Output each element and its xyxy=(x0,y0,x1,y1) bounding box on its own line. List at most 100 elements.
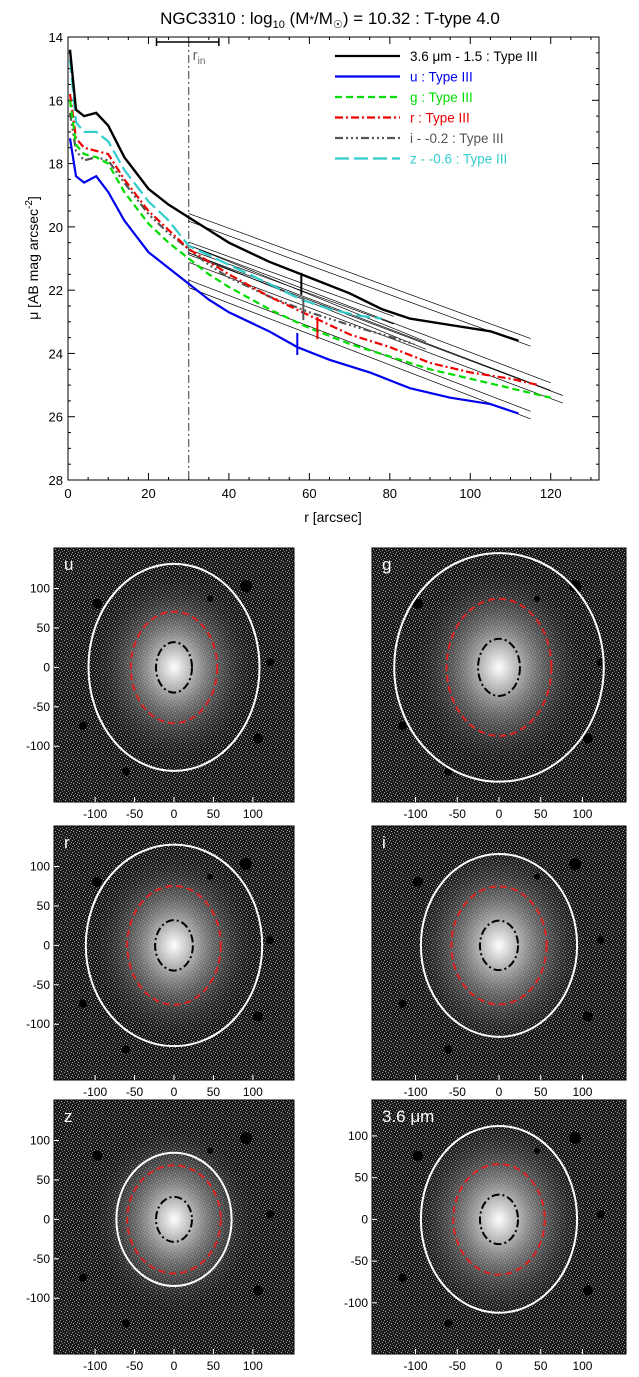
panel-x-tick-label: -50 xyxy=(449,807,467,821)
panel-x-tick-label: -100 xyxy=(404,807,428,821)
x-tick-label: 20 xyxy=(141,486,155,501)
series-lines xyxy=(68,49,551,415)
panel-x-tick-label: 0 xyxy=(496,807,503,821)
image-panels: u -100 -50 0 50 100 100 50 0 -50 -100 g -100 -50 0 50 10… xyxy=(26,547,627,1373)
panel-x-tick-label: 50 xyxy=(534,1359,548,1373)
panel-y-tick-label: -100 xyxy=(344,1296,368,1310)
masked-source xyxy=(412,1150,423,1161)
masked-source xyxy=(253,733,263,744)
masked-source xyxy=(444,1045,453,1054)
masked-source xyxy=(582,1011,593,1022)
core-ellipse xyxy=(155,641,193,694)
masked-source xyxy=(122,767,130,776)
panel-y-tick-label: -50 xyxy=(33,700,51,714)
masked-source xyxy=(207,1147,213,1154)
masked-source xyxy=(266,658,274,667)
panel-y-tick-label: 100 xyxy=(30,582,50,596)
fit-line xyxy=(188,252,551,391)
masked-source xyxy=(412,598,423,609)
legend-label-i: i - -0.2 : Type III xyxy=(410,131,504,146)
image-panel: z -100 -50 0 50 100 100 50 0 -50 -100 xyxy=(26,1099,295,1373)
panel-x-tick-label: 0 xyxy=(496,1359,503,1373)
inner-ellipse xyxy=(126,1164,222,1275)
masked-source xyxy=(569,580,582,593)
chart-title: NGC3310 : log10 (M*/M☉) = 10.32 : T-type… xyxy=(160,9,500,31)
y-axis-label: μ [AB mag arcsec-2] xyxy=(24,196,41,320)
panel-x-tick-label: -50 xyxy=(126,807,144,821)
panel-y-tick-label: 0 xyxy=(43,660,50,674)
panel-y-tick-label: 100 xyxy=(30,1134,50,1148)
panel-x-tick-label: 0 xyxy=(496,1085,503,1099)
x-tick-label: 0 xyxy=(64,486,71,501)
galaxy-glow xyxy=(412,567,586,768)
masked-source xyxy=(534,873,541,880)
masked-source xyxy=(444,1319,453,1328)
panel-y-tick-label: 100 xyxy=(30,860,50,874)
panel-label: r xyxy=(64,833,70,852)
masked-source xyxy=(412,876,423,887)
masked-source xyxy=(78,1273,87,1282)
rin-label-main: r xyxy=(193,47,198,64)
break-markers xyxy=(296,272,319,355)
panel-y-tick-label: 0 xyxy=(361,1212,368,1226)
panel-x-tick-label: -100 xyxy=(404,1359,428,1373)
series-line-i xyxy=(68,112,415,345)
panel-y-tick-label: -100 xyxy=(26,739,50,753)
y-axis-label-sup: -2 xyxy=(24,200,35,209)
masked-source xyxy=(253,1011,263,1022)
series-line-u xyxy=(68,138,519,415)
masked-source xyxy=(266,1210,274,1219)
panel-y-tick-label: 100 xyxy=(348,1129,368,1143)
y-tick-label: 18 xyxy=(49,157,63,172)
fit-line xyxy=(188,287,531,420)
panel-x-tick-label: 100 xyxy=(243,1359,263,1373)
legend-label-u: u : Type III xyxy=(410,70,473,85)
fit-line xyxy=(188,244,427,343)
galaxy-glow xyxy=(412,1119,586,1320)
title-sub: 10 xyxy=(273,19,285,31)
title-mid1: (M xyxy=(285,9,310,28)
galaxy-glow xyxy=(92,851,256,1040)
panel-x-tick-label: 100 xyxy=(572,807,592,821)
panel-x-tick-label: -100 xyxy=(83,807,107,821)
panel-x-tick-label: 0 xyxy=(171,1359,178,1373)
legend-label-g: g : Type III xyxy=(410,90,473,105)
image-panel: 3.6 μm -100 -50 0 50 100 100 50 0 -50 -100 xyxy=(344,1099,627,1373)
image-panel: r -100 -50 0 50 100 100 50 0 -50 -100 xyxy=(26,825,295,1099)
panel-x-tick-label: -50 xyxy=(449,1085,467,1099)
masked-source xyxy=(582,1285,593,1296)
x-tick-label: 80 xyxy=(383,486,397,501)
panel-x-tick-label: 100 xyxy=(572,1085,592,1099)
title-sun: ☉ xyxy=(333,19,343,31)
legend-label-ir: 3.6 μm - 1.5 : Type III xyxy=(410,49,538,64)
panel-x-tick-label: -100 xyxy=(404,1085,428,1099)
masked-source xyxy=(240,580,252,593)
series-line-ir xyxy=(68,49,519,342)
y-tick-label: 22 xyxy=(49,283,63,298)
outer-ellipse xyxy=(115,1151,233,1287)
masked-source xyxy=(253,1285,263,1296)
masked-source xyxy=(266,936,274,945)
y-tick-label: 26 xyxy=(49,410,63,425)
fit-line xyxy=(188,241,394,317)
masked-source xyxy=(207,595,213,602)
galaxy-glow xyxy=(92,573,256,762)
panel-label: g xyxy=(382,555,391,574)
outer-ellipse xyxy=(419,1125,579,1314)
panel-x-tick-label: 50 xyxy=(207,1359,221,1373)
inner-ellipse xyxy=(126,884,222,1006)
fit-line xyxy=(188,213,531,339)
masked-source xyxy=(92,876,103,887)
panel-x-tick-label: 50 xyxy=(534,1085,548,1099)
panel-x-tick-label: -50 xyxy=(449,1359,467,1373)
masked-source xyxy=(240,858,252,871)
x-axis-label: r [arcsec] xyxy=(304,509,362,525)
galaxy-glow xyxy=(412,845,586,1046)
image-panel: u -100 -50 0 50 100 100 50 0 -50 -100 xyxy=(26,547,295,821)
title-star: * xyxy=(309,13,314,27)
panel-x-tick-label: 100 xyxy=(572,1359,592,1373)
axis-ticks: 0 20 40 60 80 100 120 14 16 18 20 22 24 26 28 xyxy=(49,30,599,501)
panel-y-tick-label: 0 xyxy=(43,1212,50,1226)
masked-source xyxy=(398,1273,407,1282)
fit-line xyxy=(188,279,531,412)
